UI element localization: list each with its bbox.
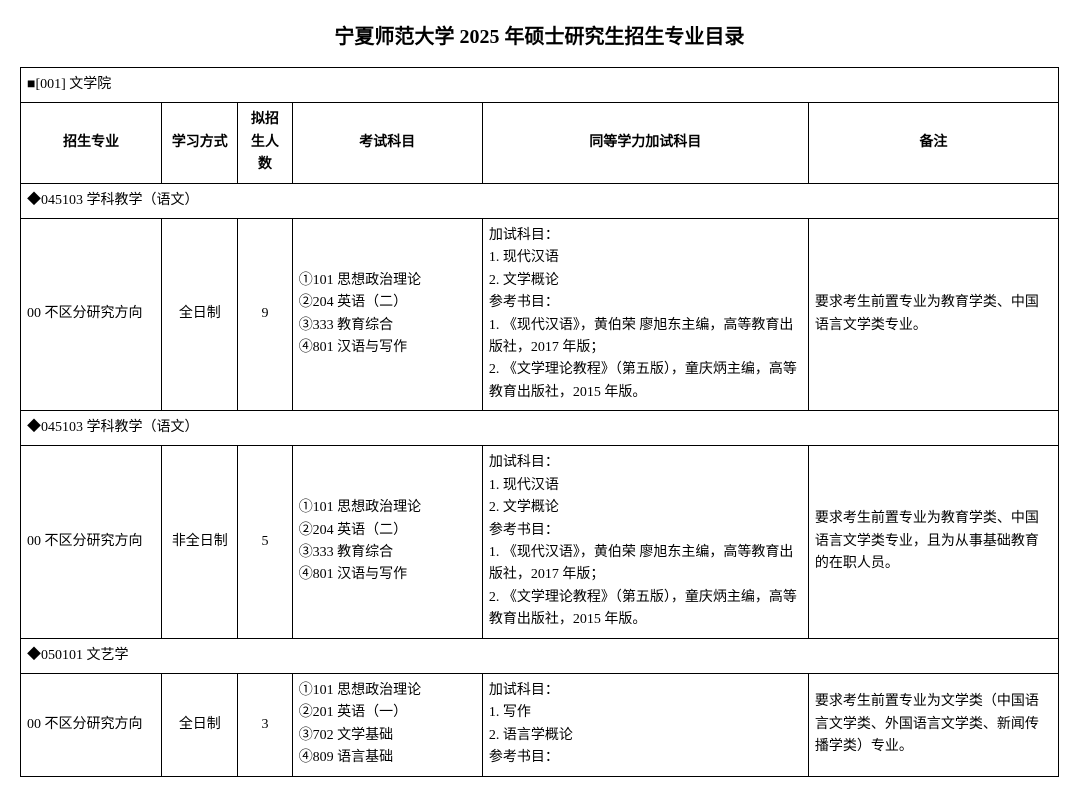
cell-equiv: 加试科目： 1. 现代汉语 2. 文学概论 参考书目： 1. 《现代汉语》，黄伯… [482, 446, 808, 638]
department-row: ■[001] 文学院 [21, 68, 1059, 103]
cell-remark: 要求考生前置专业为文学类（中国语言文学类、外国语言文学类、新闻传播学类）专业。 [808, 673, 1058, 776]
column-remark: 备注 [808, 103, 1058, 183]
cell-remark: 要求考生前置专业为教育学类、中国语言文学类专业，且为从事基础教育的在职人员。 [808, 446, 1058, 638]
cell-major: 00 不区分研究方向 [21, 673, 162, 776]
cell-quota: 5 [238, 446, 292, 638]
department-cell: ■[001] 文学院 [21, 68, 1059, 103]
program-header-row: ◆045103 学科教学（语文） [21, 183, 1059, 218]
program-header-cell: ◆050101 文艺学 [21, 638, 1059, 673]
column-major: 招生专业 [21, 103, 162, 183]
cell-remark: 要求考生前置专业为教育学类、中国语言文学类专业。 [808, 218, 1058, 410]
program-header-cell: ◆045103 学科教学（语文） [21, 183, 1059, 218]
cell-mode: 全日制 [162, 218, 238, 410]
cell-quota: 3 [238, 673, 292, 776]
table-row: 00 不区分研究方向全日制9①101 思想政治理论 ②204 英语（二） ③33… [21, 218, 1059, 410]
column-exam: 考试科目 [292, 103, 482, 183]
program-header-row: ◆050101 文艺学 [21, 638, 1059, 673]
program-header-row: ◆045103 学科教学（语文） [21, 411, 1059, 446]
cell-major: 00 不区分研究方向 [21, 218, 162, 410]
cell-equiv: 加试科目： 1. 现代汉语 2. 文学概论 参考书目： 1. 《现代汉语》，黄伯… [482, 218, 808, 410]
page-title: 宁夏师范大学 2025 年硕士研究生招生专业目录 [20, 20, 1059, 49]
cell-mode: 非全日制 [162, 446, 238, 638]
cell-equiv: 加试科目： 1. 写作 2. 语言学概论 参考书目： [482, 673, 808, 776]
catalog-page: 宁夏师范大学 2025 年硕士研究生招生专业目录 ■[001] 文学院招生专业学… [20, 20, 1059, 777]
cell-mode: 全日制 [162, 673, 238, 776]
table-row: 00 不区分研究方向全日制3①101 思想政治理论 ②201 英语（一） ③70… [21, 673, 1059, 776]
cell-exam: ①101 思想政治理论 ②201 英语（一） ③702 文学基础 ④809 语言… [292, 673, 482, 776]
cell-exam: ①101 思想政治理论 ②204 英语（二） ③333 教育综合 ④801 汉语… [292, 218, 482, 410]
table-row: 00 不区分研究方向非全日制5①101 思想政治理论 ②204 英语（二） ③3… [21, 446, 1059, 638]
cell-exam: ①101 思想政治理论 ②204 英语（二） ③333 教育综合 ④801 汉语… [292, 446, 482, 638]
cell-major: 00 不区分研究方向 [21, 446, 162, 638]
cell-quota: 9 [238, 218, 292, 410]
program-header-cell: ◆045103 学科教学（语文） [21, 411, 1059, 446]
column-quota: 拟招生人数 [238, 103, 292, 183]
column-header-row: 招生专业学习方式拟招生人数考试科目同等学力加试科目备注 [21, 103, 1059, 183]
column-mode: 学习方式 [162, 103, 238, 183]
catalog-table: ■[001] 文学院招生专业学习方式拟招生人数考试科目同等学力加试科目备注◆04… [20, 67, 1059, 777]
column-equiv: 同等学力加试科目 [482, 103, 808, 183]
